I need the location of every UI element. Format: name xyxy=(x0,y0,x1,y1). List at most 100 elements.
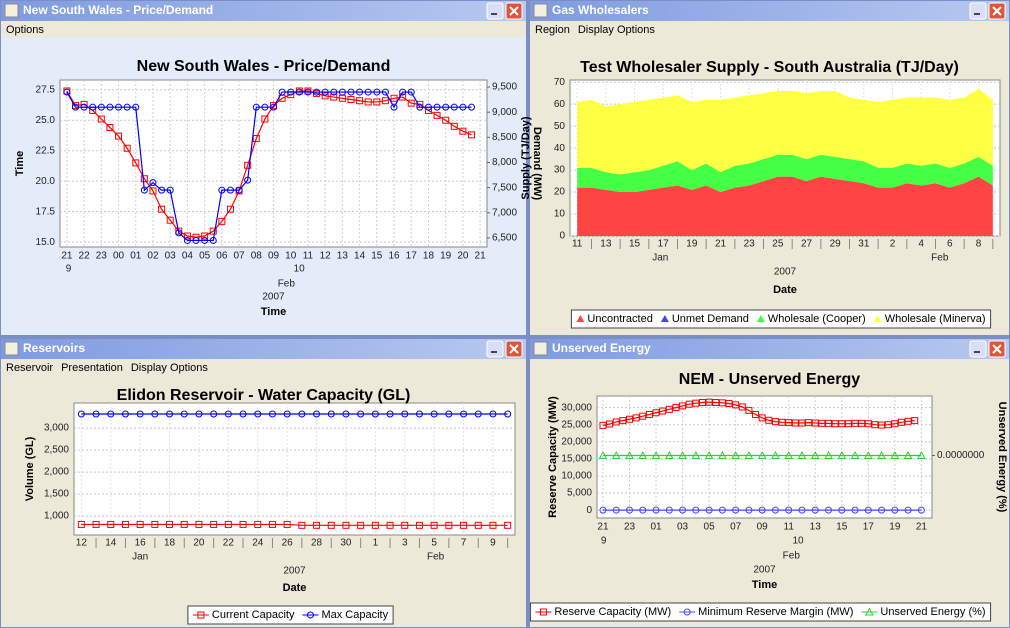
marker xyxy=(407,88,415,96)
x-tick-label: 00 xyxy=(113,251,125,262)
marker xyxy=(401,410,409,418)
marker xyxy=(224,410,232,418)
x-tick-label: 29 xyxy=(830,239,842,250)
marker xyxy=(226,186,234,194)
x-tick-label: 06 xyxy=(216,251,228,262)
marker xyxy=(244,176,252,184)
x-tick-label: 17 xyxy=(406,251,418,262)
menu-item[interactable]: Options xyxy=(6,24,44,36)
marker xyxy=(890,450,900,460)
minimize-button[interactable] xyxy=(486,340,504,358)
marker xyxy=(136,410,144,418)
legend-label: Max Capacity xyxy=(321,609,388,621)
marker xyxy=(619,417,627,425)
marker xyxy=(97,103,105,111)
marker xyxy=(771,450,780,460)
marker xyxy=(651,450,661,460)
marker xyxy=(180,520,188,528)
legend-label: Reserve Capacity (MW) xyxy=(554,606,671,618)
marker xyxy=(327,521,335,529)
marker xyxy=(639,506,647,514)
y2-axis-label: Demand (MW) xyxy=(531,127,543,201)
menu-item[interactable]: Display Options xyxy=(578,24,656,36)
marker xyxy=(771,418,779,426)
marker xyxy=(92,410,100,418)
y-tick-label: 30,000 xyxy=(561,402,592,413)
window-icon xyxy=(533,3,548,18)
marker xyxy=(698,398,706,406)
y-axis-label: Reserve Capacity (MW) xyxy=(547,396,559,518)
y-tick-label: 15.0 xyxy=(36,237,56,248)
marker xyxy=(298,410,306,418)
y-tick-label: 70 xyxy=(554,77,566,88)
marker xyxy=(489,521,497,529)
marker xyxy=(121,520,129,528)
marker xyxy=(192,236,200,244)
marker xyxy=(712,398,720,406)
marker xyxy=(89,103,97,111)
marker xyxy=(758,414,766,422)
chart-title: New South Wales - Price/Demand xyxy=(137,58,391,75)
legend-label: Wholesale (Cooper) xyxy=(768,313,866,325)
menu-item[interactable]: Reservoir xyxy=(6,362,53,374)
marker xyxy=(865,607,874,616)
marker xyxy=(785,506,793,514)
marker xyxy=(678,450,687,460)
legend: Reserve Capacity (MW) Minimum Reserve Mar… xyxy=(529,602,992,622)
marker xyxy=(683,608,691,616)
marker xyxy=(195,520,203,528)
title-bar xyxy=(530,1,1009,21)
x-tick-label: 19 xyxy=(686,239,698,250)
marker xyxy=(321,92,329,100)
marker xyxy=(745,406,753,414)
marker xyxy=(63,88,71,96)
x-tick-label: 01 xyxy=(130,251,142,262)
chart: Test Wholesaler Supply - South Australia… xyxy=(520,59,1001,329)
legend-item: Unserved Energy (%) xyxy=(861,606,986,618)
x-tick-label: 04 xyxy=(182,251,194,262)
title-bar xyxy=(1,339,526,359)
marker xyxy=(725,400,733,408)
marker xyxy=(489,410,497,418)
marker xyxy=(504,521,512,529)
y-tick-label: 10 xyxy=(554,209,566,220)
menu-item[interactable]: Presentation xyxy=(61,362,123,374)
marker xyxy=(327,410,335,418)
marker xyxy=(209,236,217,244)
marker xyxy=(638,450,648,460)
marker xyxy=(239,410,247,418)
chart: Elidon Reservoir - Water Capacity (GL) 1,… xyxy=(24,387,516,625)
marker xyxy=(77,520,85,528)
x-tick-label: 24 xyxy=(252,538,264,549)
x-tick-label: 17 xyxy=(863,522,875,533)
y-tick-label: 40 xyxy=(554,143,566,154)
y-axis-label: Supply (TJ/Day) xyxy=(520,116,532,199)
y-tick-label: 25,000 xyxy=(561,419,592,430)
minimize-button[interactable] xyxy=(486,2,504,20)
x-tick-label: 12 xyxy=(320,251,332,262)
marker xyxy=(347,96,355,104)
date-label: 10 xyxy=(792,536,804,547)
minimize-button[interactable] xyxy=(969,340,987,358)
marker xyxy=(798,506,806,514)
x-tick-label: 01 xyxy=(650,522,662,533)
area xyxy=(577,176,993,236)
x-tick-label: 05 xyxy=(199,251,211,262)
x-tick-label: 14 xyxy=(354,251,366,262)
marker xyxy=(136,520,144,528)
month-label: Jan xyxy=(132,552,148,563)
legend-item: Max Capacity xyxy=(302,609,389,621)
x-tick-label: 07 xyxy=(234,251,246,262)
marker xyxy=(811,419,819,427)
menu-item[interactable]: Display Options xyxy=(131,362,209,374)
legend-box xyxy=(529,602,992,622)
marker xyxy=(652,506,660,514)
minimize-button[interactable] xyxy=(969,2,987,20)
menu-item[interactable]: Region xyxy=(535,24,570,36)
x-tick-label: 23 xyxy=(96,251,108,262)
marker xyxy=(692,506,700,514)
marker xyxy=(474,410,482,418)
marker xyxy=(364,88,372,96)
marker xyxy=(731,450,740,460)
line xyxy=(66,90,472,238)
